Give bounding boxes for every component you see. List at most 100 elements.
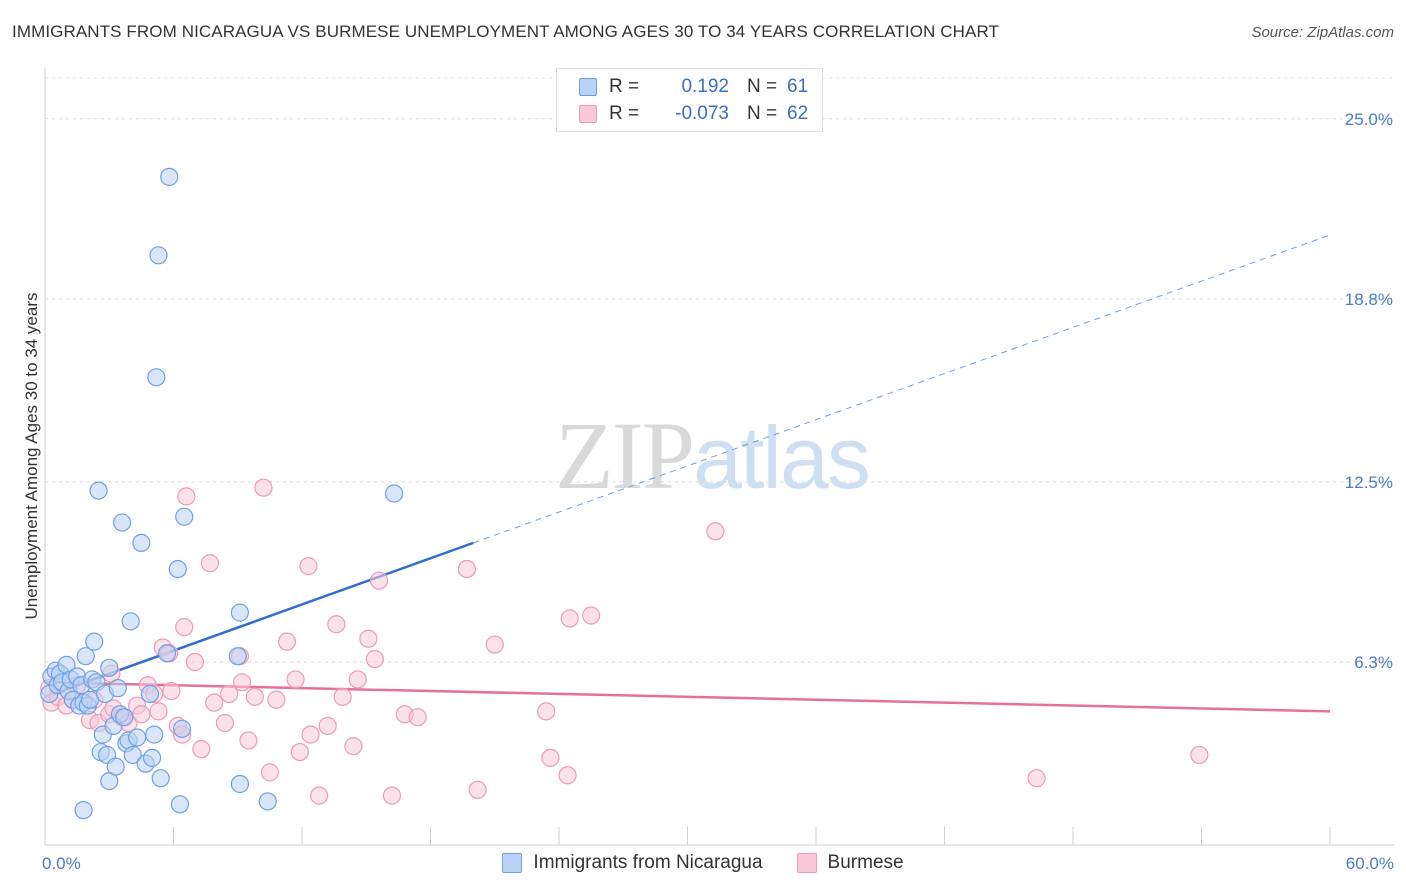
point-nicaragua [127, 728, 147, 747]
chart-title: IMMIGRANTS FROM NICARAGUA VS BURMESE UNE… [12, 22, 999, 41]
point-burmese [541, 748, 560, 767]
point-burmese [1027, 769, 1046, 788]
point-burmese [348, 670, 367, 689]
legend-n-value: 62 [787, 103, 809, 124]
legend-n-label: N = [747, 76, 778, 97]
point-nicaragua [230, 774, 249, 794]
series-swatch-nicaragua [502, 853, 523, 873]
point-burmese [301, 725, 320, 744]
trend-line-nicaragua-extension [473, 234, 1331, 544]
point-nicaragua [151, 769, 170, 788]
series-legend-nicaragua[interactable]: Immigrants from Nicaragua [502, 852, 763, 874]
point-burmese [162, 681, 181, 701]
y-axis-label: Unemployment Among Ages 30 to 34 years [22, 293, 41, 620]
chart-source: Source: ZipAtlas.com [1251, 24, 1394, 41]
point-burmese [290, 742, 309, 762]
point-nicaragua [230, 603, 249, 622]
legend-r-value: -0.073 [675, 103, 729, 124]
point-burmese [1190, 745, 1209, 765]
y-tick-label: 12.5% [1345, 473, 1393, 492]
point-burmese [485, 635, 504, 654]
point-nicaragua [258, 792, 277, 811]
point-burmese [175, 618, 194, 637]
point-nicaragua [175, 507, 194, 526]
series-swatch-burmese [796, 853, 817, 873]
point-nicaragua [112, 513, 132, 532]
point-burmese [310, 786, 329, 805]
point-burmese [333, 687, 352, 706]
point-nicaragua [172, 719, 192, 738]
point-nicaragua [121, 612, 140, 631]
point-burmese [558, 766, 577, 785]
series-label-nicaragua: Immigrants from Nicaragua [533, 852, 763, 873]
point-nicaragua [123, 745, 142, 765]
grid-lines [45, 77, 1394, 663]
legend-r-label: R = [609, 103, 640, 124]
point-nicaragua [170, 795, 190, 814]
point-nicaragua [74, 801, 93, 820]
point-burmese [468, 780, 487, 799]
legend-swatch-nicaragua [579, 78, 597, 96]
point-nicaragua [106, 757, 125, 776]
point-nicaragua [100, 658, 119, 677]
point-burmese [582, 606, 601, 625]
point-burmese [192, 740, 211, 759]
point-nicaragua [115, 708, 134, 727]
point-burmese [267, 690, 286, 709]
point-burmese [457, 559, 477, 579]
point-nicaragua [108, 679, 127, 698]
point-nicaragua [145, 725, 164, 744]
axes [44, 68, 1394, 846]
point-nicaragua [160, 167, 179, 186]
point-burmese [149, 702, 168, 721]
point-nicaragua [147, 368, 166, 387]
watermark-zip: ZIP [555, 402, 695, 509]
trend-line-burmese [44, 681, 1331, 713]
x-tick-label-min: 0.0% [42, 854, 81, 873]
point-burmese [260, 763, 279, 782]
point-nicaragua [76, 647, 95, 666]
point-burmese [706, 522, 725, 541]
watermark-atlas: atlas [693, 408, 871, 507]
point-burmese [200, 554, 220, 573]
point-nicaragua [89, 481, 108, 500]
legend-row-burmese: R = -0.073 N = 62 [579, 101, 808, 127]
point-burmese [286, 670, 305, 689]
y-tick-label: 6.3% [1354, 653, 1393, 672]
point-burmese [239, 731, 258, 750]
point-burmese [205, 693, 224, 712]
point-burmese [220, 684, 239, 704]
legend-r-value: 0.192 [681, 76, 729, 97]
point-burmese [299, 557, 318, 576]
y-tick-label: 25.0% [1345, 110, 1393, 129]
point-burmese [318, 716, 337, 735]
zipatlas-watermark: ZIPatlas [555, 400, 871, 511]
legend-n-label: N = [747, 103, 778, 124]
point-burmese [370, 571, 389, 590]
point-burmese [232, 673, 252, 692]
point-nicaragua [157, 644, 177, 663]
legend-swatch-burmese [579, 105, 597, 123]
point-burmese [185, 652, 205, 672]
point-burmese [277, 632, 297, 651]
point-burmese [344, 737, 363, 756]
point-nicaragua [384, 484, 404, 503]
point-nicaragua [140, 684, 160, 704]
series-legend: Immigrants from Nicaragua Burmese [0, 852, 1406, 874]
point-nicaragua [85, 632, 104, 651]
point-burmese [254, 478, 273, 497]
data-points [40, 167, 1209, 820]
point-nicaragua [168, 559, 187, 579]
series-legend-burmese[interactable]: Burmese [796, 852, 904, 874]
correlation-legend: R = 0.192 N = 61 R = -0.073 N = 62 [556, 68, 823, 132]
point-burmese [132, 705, 151, 724]
point-burmese [245, 687, 264, 706]
point-nicaragua [149, 246, 168, 265]
legend-n-value: 61 [787, 76, 809, 97]
point-burmese [382, 786, 402, 805]
x-ticks [44, 827, 1331, 845]
point-nicaragua [142, 748, 162, 767]
point-nicaragua [132, 533, 151, 552]
point-burmese [560, 609, 579, 628]
